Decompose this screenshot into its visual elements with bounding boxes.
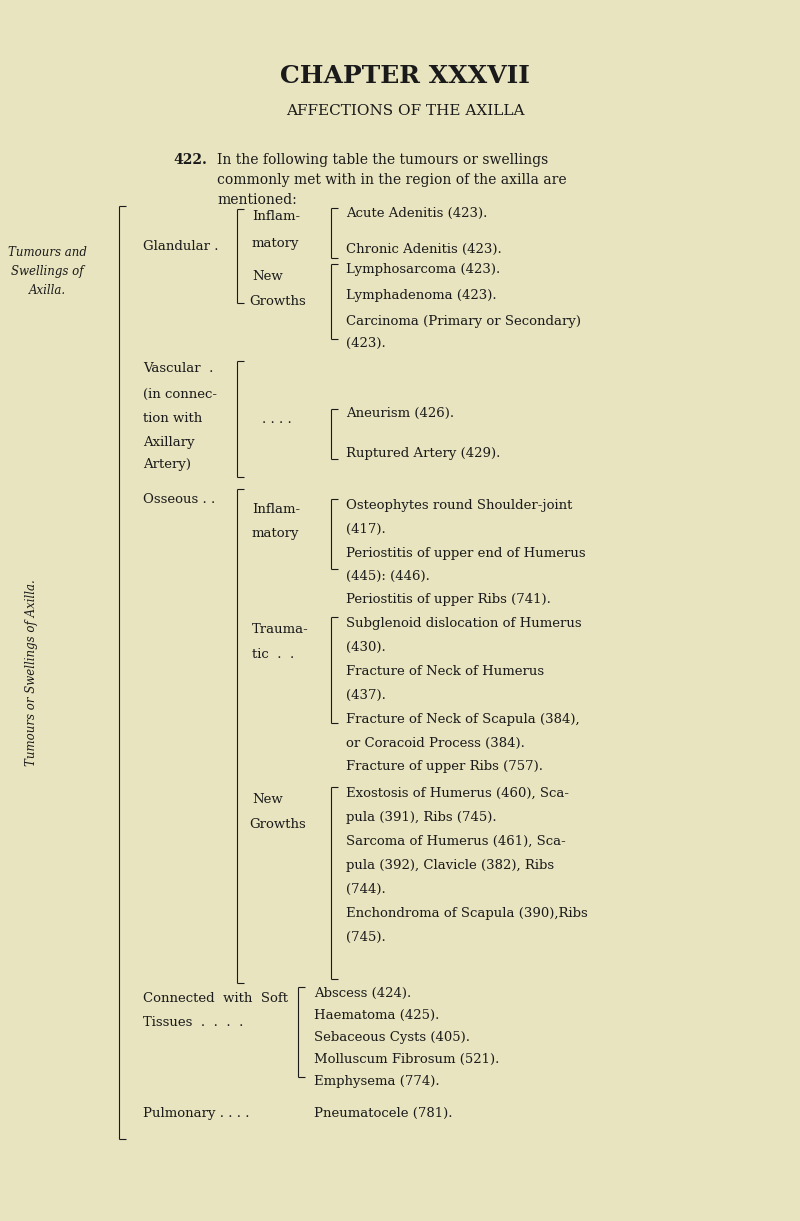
Text: Fracture of Neck of Humerus: Fracture of Neck of Humerus — [346, 664, 544, 678]
Text: Periostitis of upper end of Humerus: Periostitis of upper end of Humerus — [346, 547, 586, 559]
Text: (430).: (430). — [346, 641, 386, 653]
Text: Lymphosarcoma (423).: Lymphosarcoma (423). — [346, 263, 500, 276]
Text: Ruptured Artery (429).: Ruptured Artery (429). — [346, 447, 500, 459]
Text: Aneurism (426).: Aneurism (426). — [346, 407, 454, 420]
Text: (745).: (745). — [346, 930, 386, 944]
Text: Glandular .: Glandular . — [143, 239, 219, 253]
Text: pula (391), Ribs (745).: pula (391), Ribs (745). — [346, 811, 496, 823]
Text: Pulmonary . . . .: Pulmonary . . . . — [143, 1106, 250, 1120]
Text: tion with: tion with — [143, 411, 202, 425]
Text: pula (392), Clavicle (382), Ribs: pula (392), Clavicle (382), Ribs — [346, 858, 554, 872]
Text: Connected  with  Soft: Connected with Soft — [143, 993, 288, 1006]
Text: (in connec-: (in connec- — [143, 387, 218, 400]
Text: Trauma-: Trauma- — [252, 623, 309, 635]
Text: matory: matory — [252, 526, 299, 540]
Text: Pneumatocele (781).: Pneumatocele (781). — [314, 1106, 453, 1120]
Text: . . . .: . . . . — [262, 413, 291, 425]
Text: (423).: (423). — [346, 337, 386, 349]
Text: Enchondroma of Scapula (390),Ribs: Enchondroma of Scapula (390),Ribs — [346, 906, 587, 919]
Text: Emphysema (774).: Emphysema (774). — [314, 1074, 440, 1088]
Text: Carcinoma (Primary or Secondary): Carcinoma (Primary or Secondary) — [346, 315, 581, 327]
Text: Tissues  .  .  .  .: Tissues . . . . — [143, 1017, 244, 1029]
Text: Fracture of upper Ribs (757).: Fracture of upper Ribs (757). — [346, 759, 542, 773]
Text: New: New — [252, 270, 282, 282]
Text: Acute Adenitis (423).: Acute Adenitis (423). — [346, 206, 487, 220]
Text: Sarcoma of Humerus (461), Sca-: Sarcoma of Humerus (461), Sca- — [346, 834, 566, 847]
Text: Osteophytes round Shoulder-joint: Osteophytes round Shoulder-joint — [346, 498, 572, 512]
Text: Axillary: Axillary — [143, 436, 195, 448]
Text: (445): (446).: (445): (446). — [346, 569, 430, 582]
Text: Inflam-: Inflam- — [252, 503, 300, 515]
Text: Exostosis of Humerus (460), Sca-: Exostosis of Humerus (460), Sca- — [346, 786, 569, 800]
Text: tic  .  .: tic . . — [252, 647, 294, 661]
Text: Sebaceous Cysts (405).: Sebaceous Cysts (405). — [314, 1031, 470, 1044]
Text: Lymphadenoma (423).: Lymphadenoma (423). — [346, 288, 496, 302]
Text: In the following table the tumours or swellings
commonly met with in the region : In the following table the tumours or sw… — [218, 153, 567, 208]
Text: (744).: (744). — [346, 883, 386, 895]
Text: Chronic Adenitis (423).: Chronic Adenitis (423). — [346, 243, 502, 255]
Text: AFFECTIONS OF THE AXILLA: AFFECTIONS OF THE AXILLA — [286, 104, 524, 118]
Text: 422.: 422. — [173, 153, 207, 167]
Text: Growths: Growths — [249, 294, 306, 308]
Text: Periostitis of upper Ribs (741).: Periostitis of upper Ribs (741). — [346, 592, 550, 606]
Text: (417).: (417). — [346, 523, 386, 536]
Text: Osseous . .: Osseous . . — [143, 492, 215, 505]
Text: Vascular  .: Vascular . — [143, 361, 214, 375]
Text: New: New — [252, 792, 282, 806]
Text: matory: matory — [252, 237, 299, 249]
Text: Fracture of Neck of Scapula (384),: Fracture of Neck of Scapula (384), — [346, 713, 579, 725]
Text: Subglenoid dislocation of Humerus: Subglenoid dislocation of Humerus — [346, 617, 582, 630]
Text: Abscess (424).: Abscess (424). — [314, 987, 411, 1000]
Text: Haematoma (425).: Haematoma (425). — [314, 1009, 439, 1022]
Text: Tumours and
Swellings of
Axilla.: Tumours and Swellings of Axilla. — [8, 245, 87, 297]
Text: Growths: Growths — [249, 818, 306, 830]
Text: CHAPTER XXXVII: CHAPTER XXXVII — [280, 63, 530, 88]
Text: Artery): Artery) — [143, 458, 191, 470]
Text: (437).: (437). — [346, 689, 386, 702]
Text: Molluscum Fibrosum (521).: Molluscum Fibrosum (521). — [314, 1053, 499, 1066]
Text: or Coracoid Process (384).: or Coracoid Process (384). — [346, 736, 525, 750]
Text: Inflam-: Inflam- — [252, 210, 300, 222]
Text: Tumours or Swellings of Axilla.: Tumours or Swellings of Axilla. — [26, 579, 38, 766]
